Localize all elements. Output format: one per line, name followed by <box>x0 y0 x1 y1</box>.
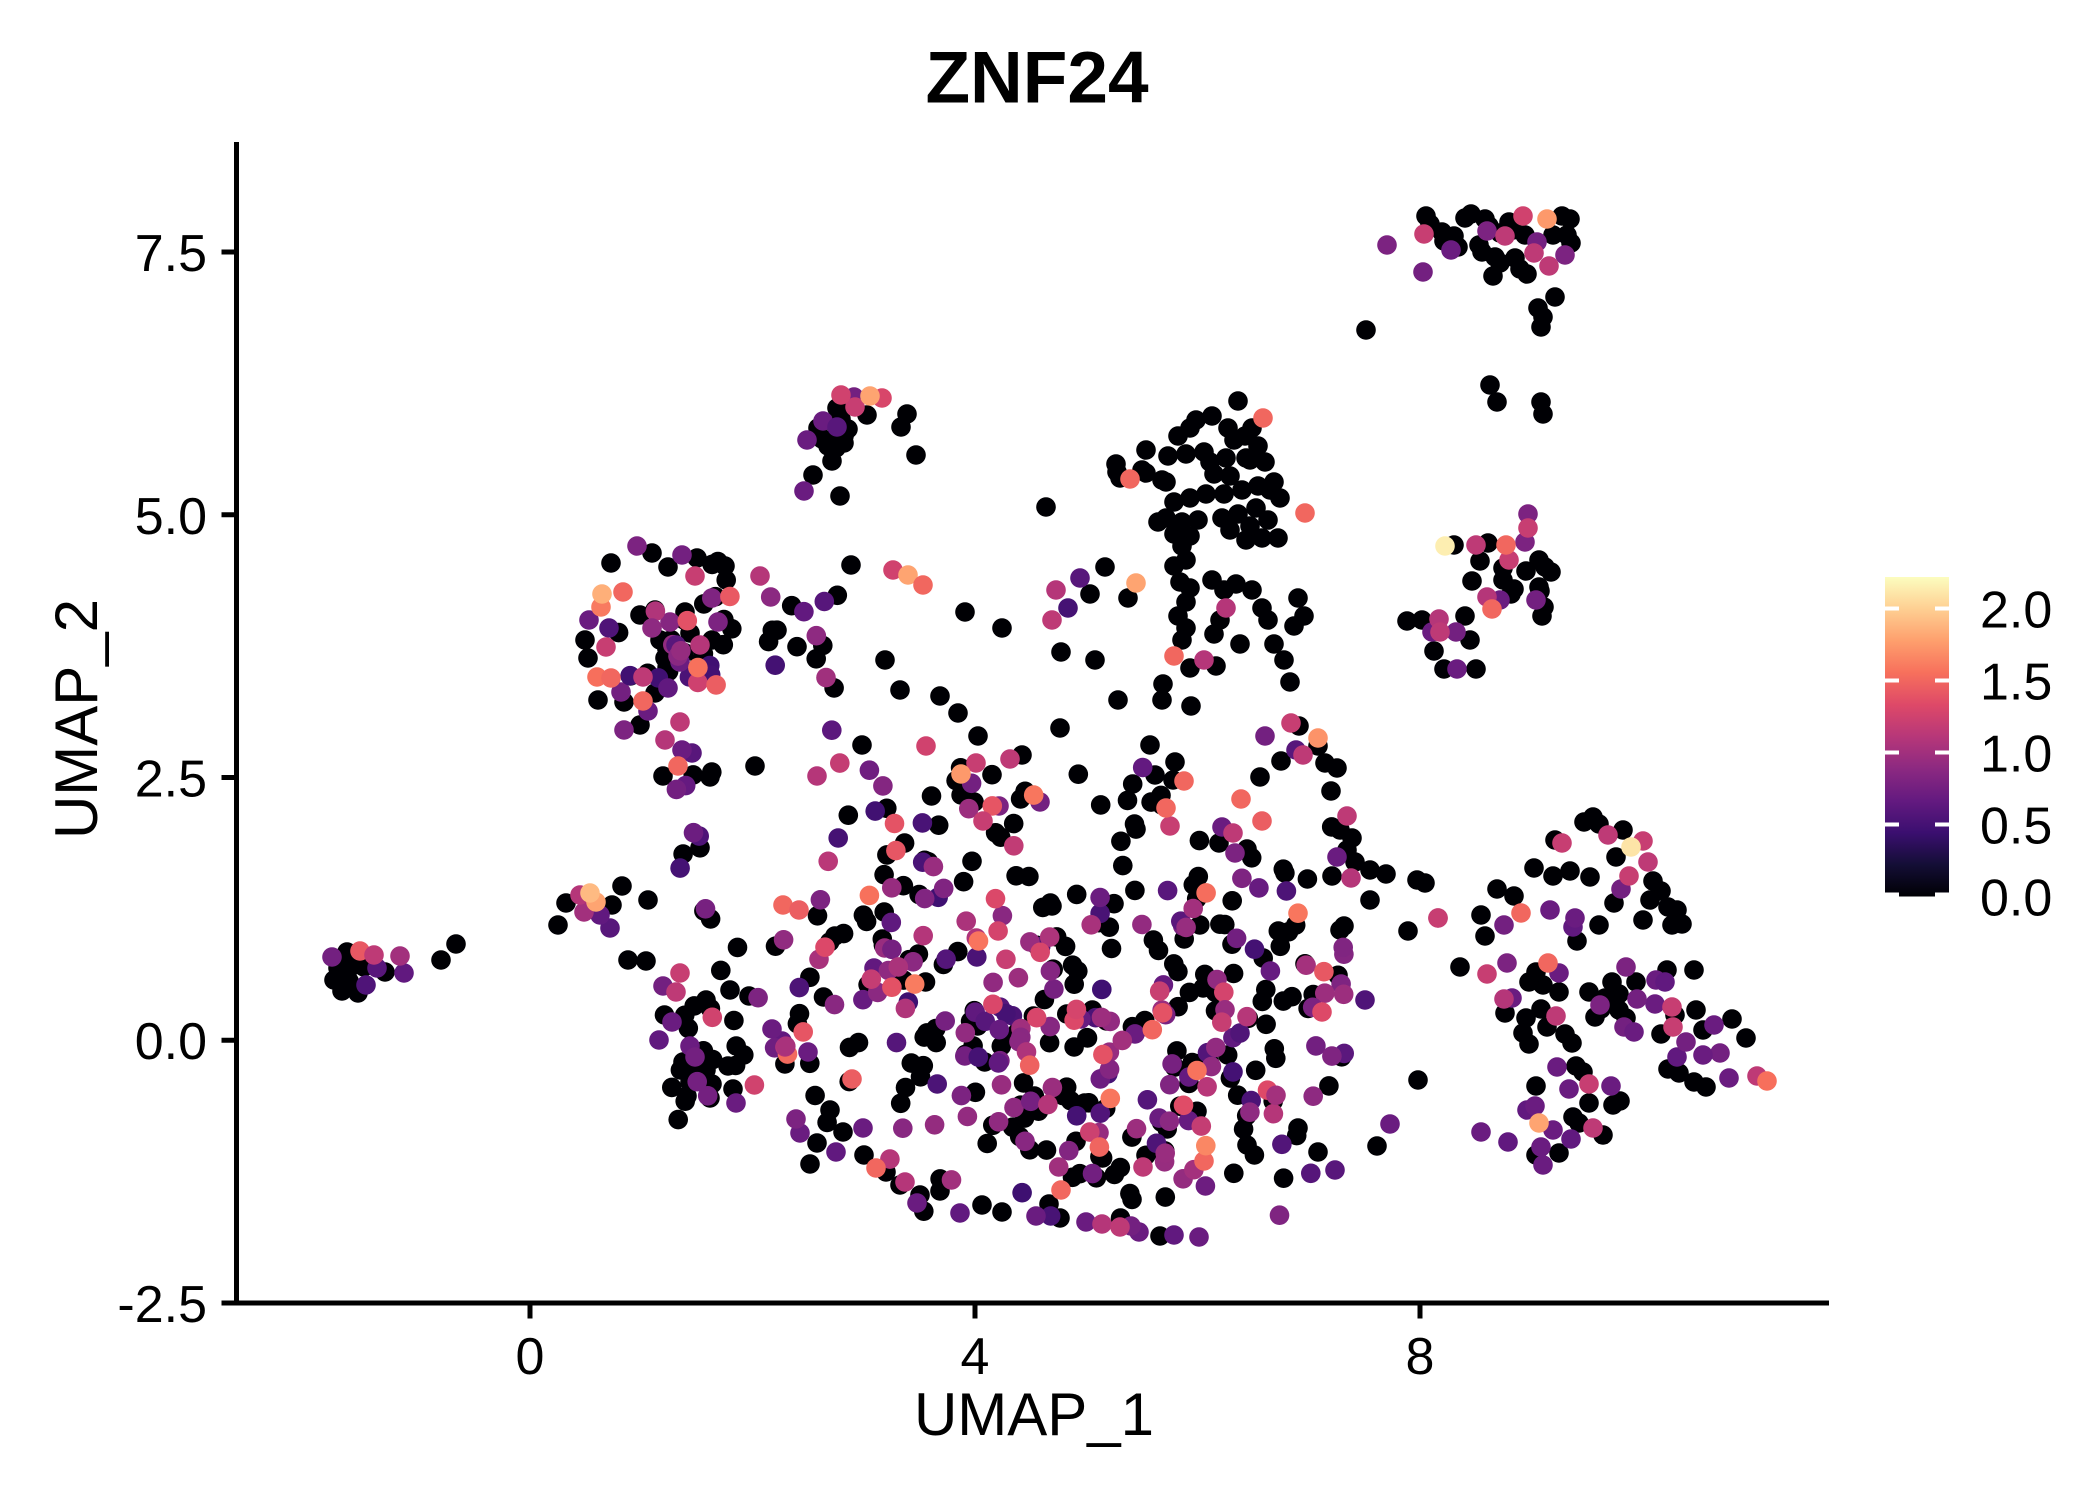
svg-text:ZNF24: ZNF24 <box>925 38 1149 119</box>
svg-text:UMAP_2: UMAP_2 <box>43 599 110 839</box>
svg-text:7.5: 7.5 <box>135 225 207 283</box>
svg-text:UMAP_1: UMAP_1 <box>914 1381 1154 1448</box>
svg-text:0: 0 <box>516 1328 545 1386</box>
svg-text:4: 4 <box>961 1328 990 1386</box>
svg-text:1.0: 1.0 <box>1980 726 2052 784</box>
svg-text:-2.5: -2.5 <box>117 1276 207 1334</box>
svg-text:0.0: 0.0 <box>135 1013 207 1071</box>
svg-text:2.5: 2.5 <box>135 751 207 809</box>
svg-text:8: 8 <box>1406 1328 1435 1386</box>
svg-text:5.0: 5.0 <box>135 488 207 546</box>
svg-text:1.5: 1.5 <box>1980 654 2052 712</box>
svg-text:0.0: 0.0 <box>1980 870 2052 928</box>
svg-text:2.0: 2.0 <box>1980 582 2052 640</box>
svg-text:0.5: 0.5 <box>1980 798 2052 856</box>
